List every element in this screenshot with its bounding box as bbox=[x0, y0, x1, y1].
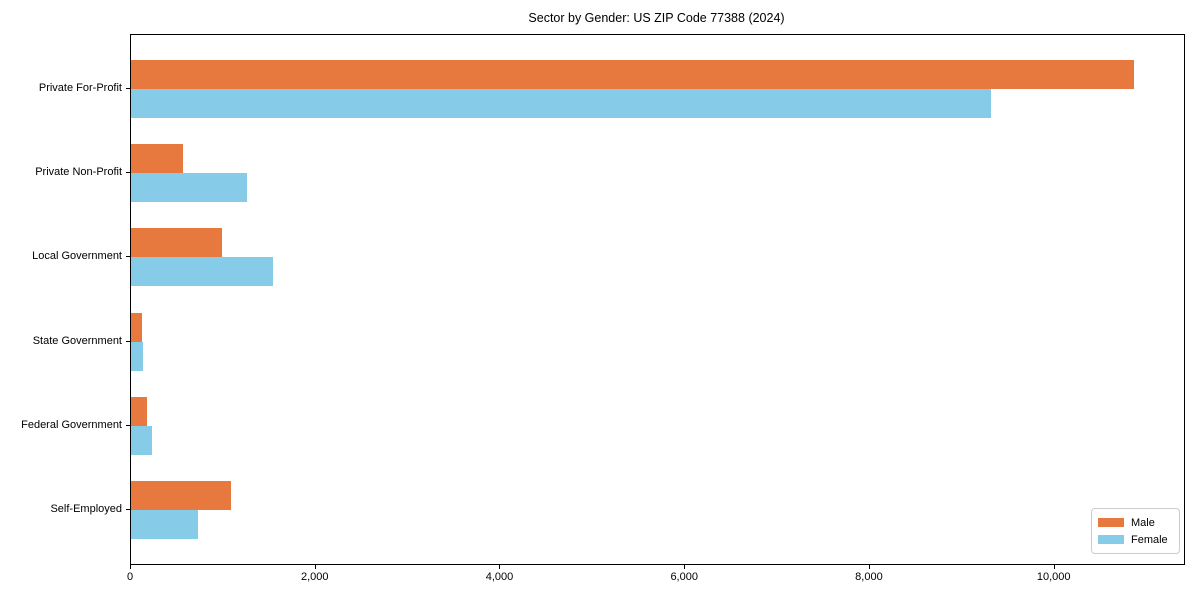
bar-female-self-employed bbox=[131, 510, 198, 539]
bar-male-state-government bbox=[131, 312, 142, 342]
x-axis-tick bbox=[684, 565, 686, 569]
y-axis-tick bbox=[126, 256, 130, 258]
x-tick-label: 8,000 bbox=[855, 571, 883, 583]
x-axis-tick bbox=[130, 565, 131, 569]
female-series-swatch bbox=[1098, 535, 1124, 544]
bar-male-private-non-profit bbox=[131, 144, 183, 174]
x-tick-label: 2,000 bbox=[300, 571, 329, 583]
legend-label-female: Female bbox=[1131, 533, 1168, 546]
bar-male-private-for-profit bbox=[131, 60, 1135, 89]
bar-male-federal-government bbox=[131, 396, 147, 426]
x-axis-tick bbox=[499, 565, 501, 569]
x-tick-label: 0 bbox=[126, 571, 134, 583]
bar-female-federal-government bbox=[131, 425, 152, 455]
x-axis-tick bbox=[868, 565, 870, 569]
male-series-swatch bbox=[1098, 518, 1124, 527]
bar-male-local-government bbox=[131, 228, 222, 258]
x-tick-label: 4,000 bbox=[485, 571, 514, 583]
y-tick-label: Federal Government bbox=[21, 418, 122, 431]
chart-title: Sector by Gender: US ZIP Code 77388 (202… bbox=[528, 11, 785, 25]
bar-female-private-for-profit bbox=[131, 89, 991, 118]
y-axis-tick bbox=[126, 88, 130, 89]
x-axis-tick bbox=[314, 565, 316, 569]
plot-area bbox=[130, 34, 1185, 565]
bar-female-state-government bbox=[131, 341, 144, 371]
legend-item-male: Male bbox=[1098, 517, 1173, 529]
bar-male-self-employed bbox=[131, 481, 231, 510]
y-axis-tick bbox=[126, 172, 130, 174]
y-tick-label: Private For-Profit bbox=[38, 82, 122, 94]
x-tick-label: 10,000 bbox=[1036, 571, 1071, 583]
y-tick-label: State Government bbox=[32, 334, 122, 347]
y-tick-label: Local Government bbox=[32, 250, 122, 263]
x-axis-tick bbox=[1053, 565, 1055, 569]
legend: Male Female bbox=[1091, 508, 1180, 554]
y-axis-tick bbox=[126, 340, 130, 342]
y-tick-label: Self-Employed bbox=[50, 503, 122, 515]
y-axis-tick bbox=[126, 424, 130, 426]
x-tick-label: 6,000 bbox=[670, 571, 698, 583]
bar-female-local-government bbox=[131, 257, 273, 287]
legend-label-male: Male bbox=[1131, 516, 1155, 529]
y-tick-label: Private Non-Profit bbox=[35, 166, 122, 179]
y-axis-tick bbox=[126, 509, 130, 510]
bar-female-private-non-profit bbox=[131, 173, 247, 203]
legend-item-female: Female bbox=[1098, 534, 1173, 546]
